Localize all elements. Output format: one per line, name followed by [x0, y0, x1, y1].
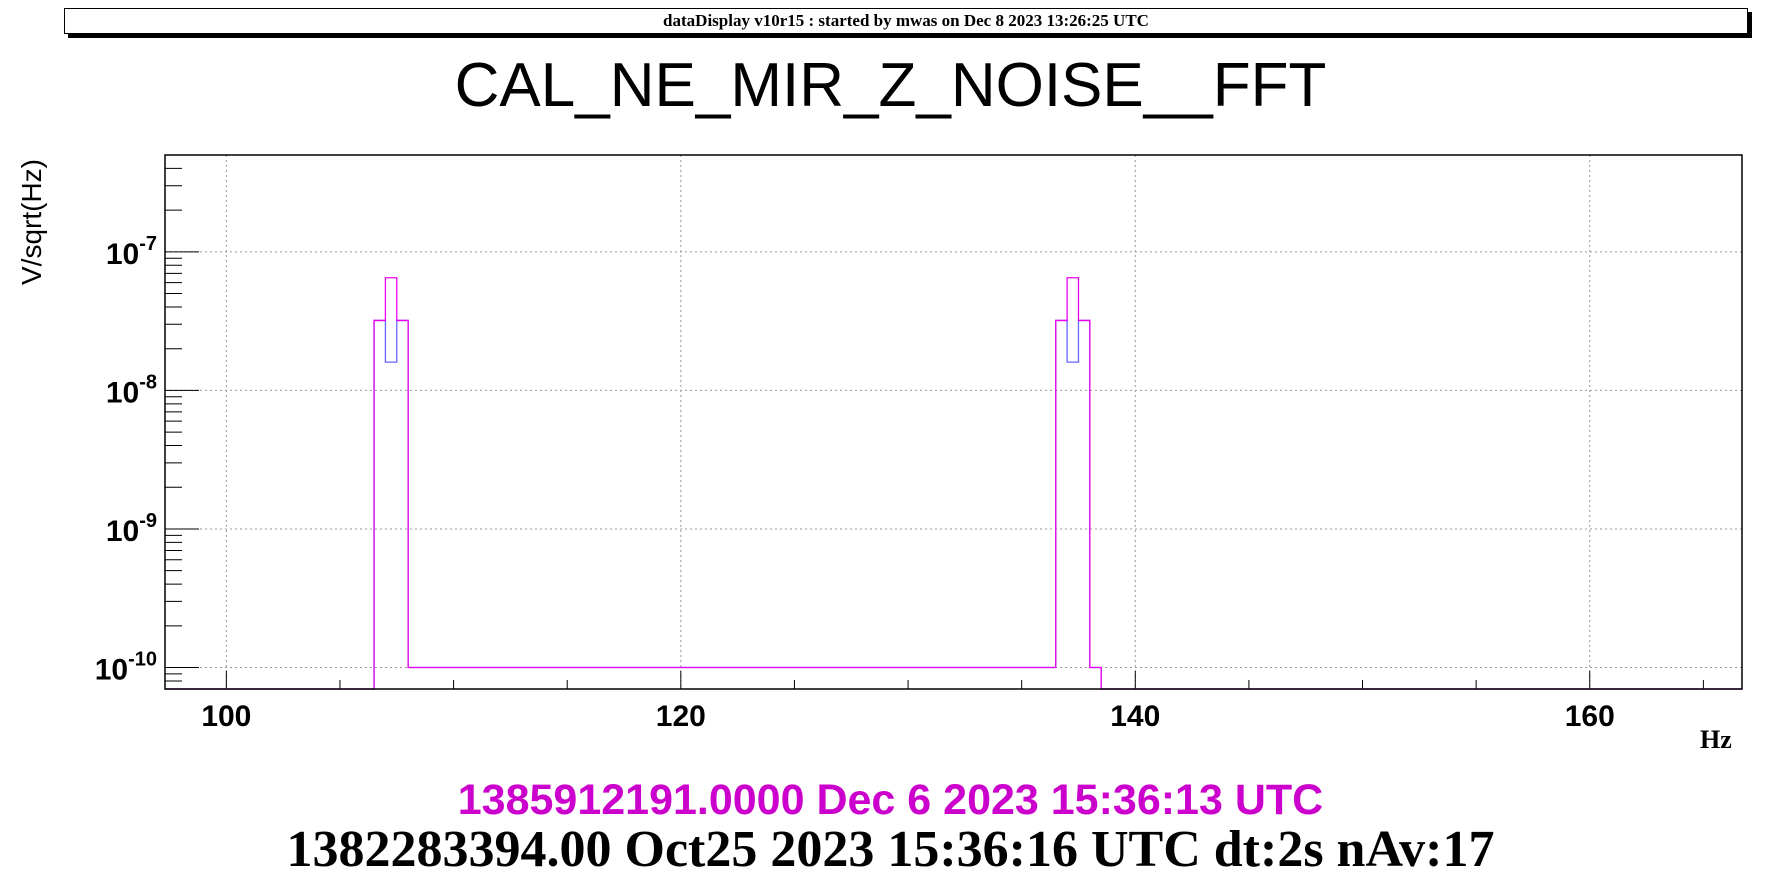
series-line-1: [165, 320, 1742, 689]
tick-labels: 100 120 140 160 10-10 10-9 10-8 10-7: [95, 233, 1615, 733]
y-tick-label: 10-10: [95, 649, 157, 687]
x-tick-label: 160: [1565, 700, 1615, 733]
plot-frame: [165, 155, 1742, 689]
y-tick-exponent: -8: [139, 371, 157, 393]
x-tick-label: 120: [656, 700, 706, 733]
x-tick-label: 140: [1110, 700, 1160, 733]
series-group: [165, 278, 1742, 689]
footer-timestamp-reference: 1382283394.00 Oct25 2023 15:36:16 UTC dt…: [0, 822, 1781, 878]
footer-timestamp-current: 1385912191.0000 Dec 6 2023 15:36:13 UTC: [0, 775, 1781, 825]
grid-lines: [165, 155, 1742, 689]
y-tick-exponent: -7: [139, 233, 157, 255]
y-tick-label: 10-9: [106, 510, 157, 548]
y-tick-label: 10-7: [106, 233, 157, 271]
y-tick-exponent: -9: [139, 510, 157, 532]
x-axis-label: Hz: [1700, 725, 1732, 755]
series-line-2: [165, 278, 1742, 689]
x-tick-label: 100: [201, 700, 251, 733]
axis-ticks: [165, 155, 1703, 689]
y-tick-exponent: -10: [128, 649, 157, 671]
y-tick-label: 10-8: [106, 371, 157, 409]
